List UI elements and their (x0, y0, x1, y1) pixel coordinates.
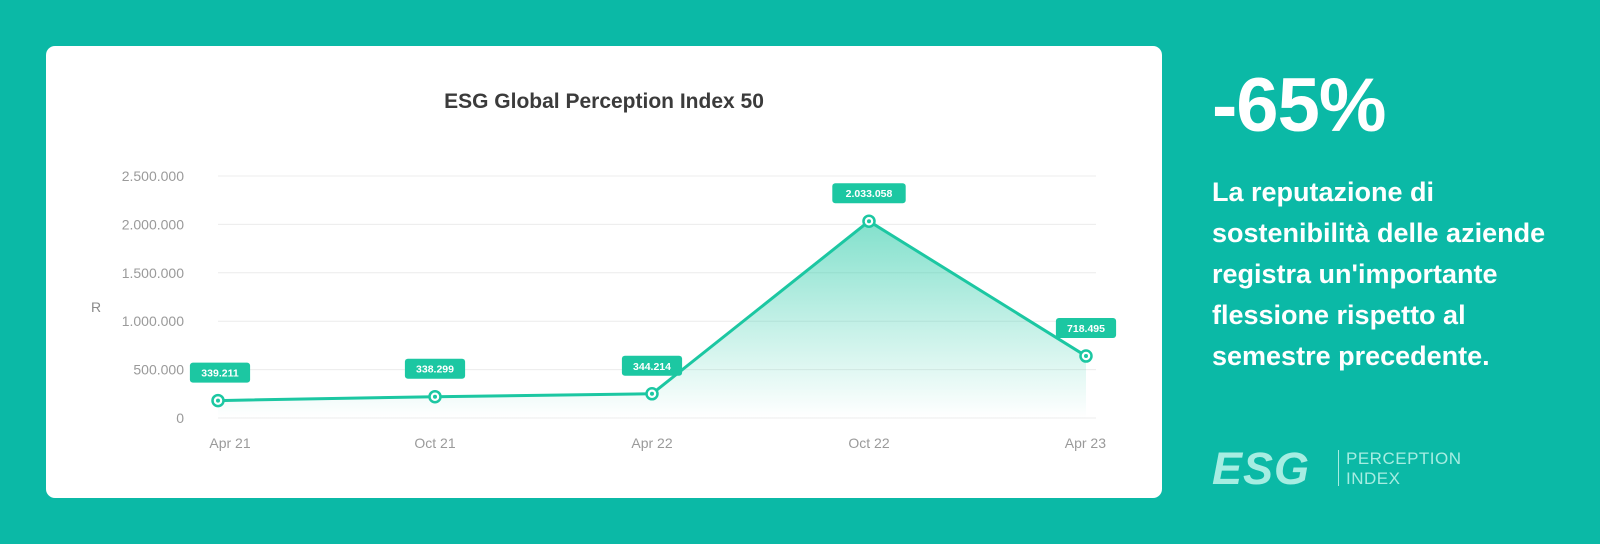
data-label: 344.214 (633, 361, 671, 373)
area-fill (218, 221, 1086, 418)
data-point-center (433, 394, 437, 399)
x-tick-label: Apr 21 (209, 435, 250, 451)
data-point-center (1084, 354, 1088, 359)
logo-subtitle: PERCEPTION INDEX (1346, 449, 1462, 489)
data-label-box (832, 183, 906, 204)
x-tick-label: Oct 21 (414, 435, 455, 451)
logo-line-1: PERCEPTION (1346, 449, 1462, 468)
logo-word: ESG (1212, 443, 1311, 494)
x-tick-label: Oct 22 (848, 435, 889, 451)
data-label: 718.495 (1067, 323, 1105, 335)
summary-panel: -65% La reputazione di sostenibilità del… (1212, 68, 1572, 377)
headline-percentage: -65% (1212, 63, 1386, 148)
data-point-center (867, 219, 871, 224)
data-label: 339.211 (201, 368, 239, 380)
x-tick-label: Apr 22 (631, 435, 672, 451)
y-tick-label: 1.500.000 (122, 265, 184, 281)
data-label-box (621, 355, 683, 376)
chart-title: ESG Global Perception Index 50 (444, 90, 764, 113)
data-label: 2.033.058 (846, 188, 893, 200)
data-point-center (216, 398, 220, 403)
y-tick-label: 2.000.000 (122, 216, 184, 232)
y-tick-label: 1.000.000 (122, 313, 184, 329)
data-point-center (650, 391, 654, 396)
data-label-box (404, 358, 466, 379)
summary-text: La reputazione di sostenibilità delle az… (1212, 177, 1546, 371)
logo-divider (1338, 450, 1339, 486)
data-label-box (1055, 318, 1117, 339)
line-chart: 0 500.000 1.000.000 1.500.000 2.000.000 2.500… (91, 168, 1117, 451)
data-label-box (189, 362, 251, 383)
esg-logo: ESG PERCEPTION INDEX (1212, 443, 1472, 494)
x-tick-label: Apr 23 (1065, 435, 1106, 451)
y-tick-label: 0 (176, 410, 184, 426)
y-tick-label: 500.000 (133, 362, 184, 378)
chart-card: ESG Global Perception Index 50 0 500.000 1… (46, 46, 1162, 498)
data-label: 338.299 (416, 364, 454, 376)
y-axis-label: R (91, 299, 101, 315)
y-tick-label: 2.500.000 (122, 168, 184, 184)
logo-line-2: INDEX (1346, 469, 1401, 488)
